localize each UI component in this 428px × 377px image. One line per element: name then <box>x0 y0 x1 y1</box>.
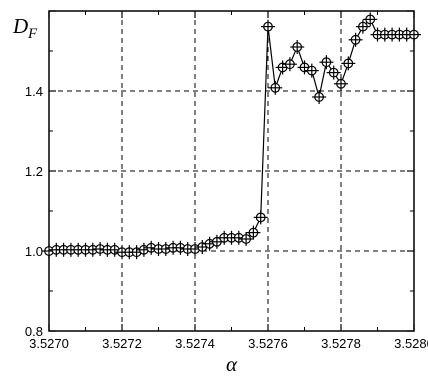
y-axis-label: D F <box>12 14 38 42</box>
data-point <box>341 56 356 71</box>
x-tick-label: 3.5276 <box>248 336 288 351</box>
data-point <box>239 232 254 246</box>
data-point <box>261 19 275 34</box>
data-point <box>282 57 297 72</box>
y-tick-labels: 0.8 1.0 1.2 1.4 <box>25 84 43 339</box>
data-point <box>355 19 370 34</box>
y-tick-label: 1.4 <box>25 84 43 99</box>
data-point <box>49 242 64 257</box>
data-point <box>407 27 421 42</box>
data-point <box>297 60 312 75</box>
x-tick-label: 3.5272 <box>102 336 142 351</box>
y-tick-label: 1.0 <box>25 244 43 259</box>
x-tick-label: 3.5270 <box>29 336 69 351</box>
data-point <box>246 225 261 240</box>
data-point <box>290 40 305 54</box>
data-point <box>158 242 173 256</box>
data-point <box>268 80 283 95</box>
data-point <box>312 90 327 104</box>
y-axis-label-main: D <box>12 14 28 38</box>
series <box>42 12 421 260</box>
y-axis-label-subscript: F <box>27 26 38 42</box>
data-point <box>253 210 268 225</box>
y-tick-label: 1.2 <box>25 164 43 179</box>
data-point <box>334 76 348 91</box>
data-point <box>100 242 115 257</box>
axis-ticks <box>48 10 415 332</box>
data-point <box>319 55 334 70</box>
y-tick-label: 0.8 <box>25 324 43 339</box>
series-line <box>48 18 414 253</box>
x-tick-label: 3.5274 <box>175 336 215 351</box>
x-axis-label: α <box>226 352 238 376</box>
data-point <box>304 63 319 78</box>
grid <box>49 11 414 331</box>
data-point <box>202 236 217 251</box>
data-point <box>348 32 363 47</box>
data-point <box>363 12 378 27</box>
data-point <box>326 65 341 80</box>
x-tick-label: 3.5278 <box>321 336 361 351</box>
data-point <box>209 234 224 249</box>
data-point <box>180 242 195 256</box>
